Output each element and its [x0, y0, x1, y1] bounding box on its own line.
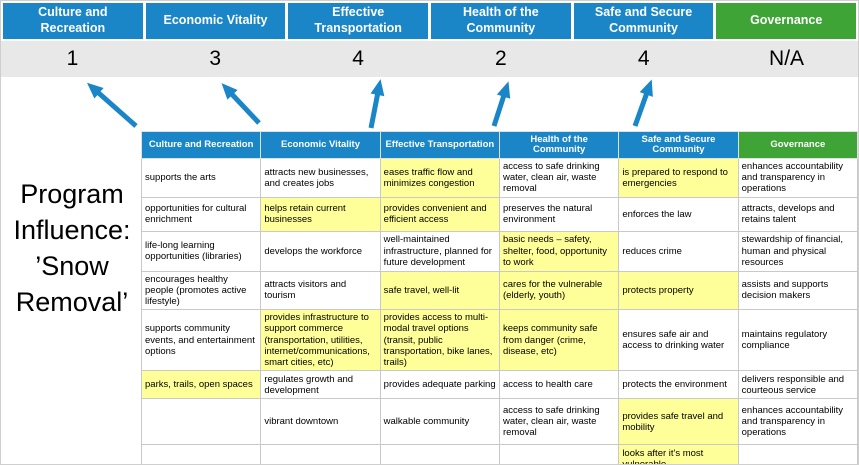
matrix-body: supports the arts attracts new businesses… [140, 158, 858, 464]
matrix-row-2: life-long learning opportunities (librar… [140, 230, 858, 272]
matrix-cell: keeps community safe from danger (crime,… [498, 309, 620, 372]
matrix-cell: looks after it's most vulnerable [618, 444, 739, 464]
pillar-header-2: Effective Transportation [288, 3, 429, 39]
matrix-cell [498, 444, 620, 464]
matrix-row-0: supports the arts attracts new businesses… [140, 158, 858, 198]
matrix-row-4: supports community events, and entertain… [140, 309, 858, 372]
scoreboard-score-row: 1 3 4 2 4 N/A [1, 41, 858, 77]
matrix-cell: preserves the natural environment [498, 196, 620, 232]
influence-arrow [491, 81, 511, 127]
pillar-score-5: N/A [769, 47, 805, 70]
matrix-column-header-2: Effective Transportation [379, 131, 500, 159]
matrix-cell: assists and supports decision makers [737, 270, 858, 311]
matrix-cell: provides convenient and efficient access [379, 196, 500, 232]
matrix-cell: eases traffic flow and minimizes congest… [379, 158, 500, 198]
matrix-cell [140, 444, 262, 464]
matrix-cell: well-maintained infrastructure, planned … [379, 230, 500, 272]
pillar-header-4: Safe and Secure Community [573, 3, 714, 39]
matrix-cell: is prepared to respond to emergencies [618, 158, 739, 198]
matrix-cell [140, 398, 262, 446]
matrix-cell: provides safe travel and mobility [618, 398, 739, 446]
influence-arrow [221, 83, 261, 125]
influence-arrow [632, 79, 653, 127]
matrix-cell: provides infrastructure to support comme… [260, 309, 381, 372]
influence-matrix: Culture and Recreation Economic Vitality E… [140, 131, 858, 464]
matrix-cell: stewardship of financial, human and phys… [737, 230, 858, 272]
matrix-row-3: encourages healthy people (promotes acti… [140, 270, 858, 311]
matrix-row-7: looks after it's most vulnerable [140, 444, 858, 464]
influence-arrows [87, 79, 653, 129]
matrix-cell: provides access to multi-modal travel op… [379, 309, 500, 372]
matrix-cell: reduces crime [618, 230, 739, 272]
matrix-cell: supports the arts [140, 158, 262, 198]
pillar-score-3: 2 [495, 47, 507, 70]
matrix-cell [379, 444, 500, 464]
matrix-cell: enforces the law [618, 196, 739, 232]
matrix-cell: ensures safe air and access to drinking … [618, 309, 739, 372]
matrix-cell: life-long learning opportunities (librar… [140, 230, 262, 272]
matrix-cell: opportunities for cultural enrichment [140, 196, 262, 232]
matrix-cell: supports community events, and entertain… [140, 309, 262, 372]
matrix-cell: enhances accountability and transparency… [737, 158, 858, 198]
pillar-header-0: Culture and Recreation [3, 3, 143, 39]
matrix-cell: maintains regulatory compliance [737, 309, 858, 372]
matrix-cell: access to safe drinking water, clean air… [498, 398, 620, 446]
matrix-column-header-5: Governance [737, 131, 858, 159]
matrix-cell: regulates growth and development [260, 370, 381, 400]
matrix-cell [260, 444, 381, 464]
pillar-header-5: Governance [716, 3, 857, 39]
influence-arrow [87, 82, 138, 128]
matrix-cell: attracts, develops and retains talent [737, 196, 858, 232]
influence-arrow [368, 79, 385, 129]
matrix-cell: protects the environment [618, 370, 739, 400]
matrix-cell: enhances accountability and transparency… [737, 398, 858, 446]
matrix-cell: protects property [618, 270, 739, 311]
matrix-cell: vibrant downtown [260, 398, 381, 446]
matrix-cell: access to health care [498, 370, 620, 400]
matrix-cell: delivers responsible and courteous servi… [737, 370, 858, 400]
matrix-header-row: Culture and Recreation Economic Vitality E… [140, 131, 858, 159]
pillar-score-2: 4 [352, 47, 364, 70]
matrix-column-header-3: Health of the Community [498, 131, 620, 159]
matrix-cell: provides adequate parking [379, 370, 500, 400]
pillar-score-4: 4 [637, 47, 650, 70]
pillar-header-3: Health of the Community [431, 3, 571, 39]
matrix-column-header-4: Safe and Secure Community [618, 131, 739, 159]
program-influence-label: Program Influence: ’Snow Removal’ [13, 179, 131, 317]
matrix-row-1: opportunities for cultural enrichment hel… [140, 196, 858, 232]
matrix-cell: attracts visitors and tourism [260, 270, 381, 311]
matrix-cell: safe travel, well-lit [379, 270, 500, 311]
pillar-score-1: 3 [209, 47, 222, 70]
matrix-cell: walkable community [379, 398, 500, 446]
pillar-header-1: Economic Vitality [145, 3, 286, 39]
matrix-cell: access to safe drinking water, clean air… [498, 158, 620, 198]
matrix-cell: helps retain current businesses [260, 196, 381, 232]
matrix-cell: basic needs – safety, shelter, food, opp… [498, 230, 620, 272]
matrix-cell: encourages healthy people (promotes acti… [140, 270, 262, 311]
matrix-column-header-1: Economic Vitality [260, 131, 381, 159]
matrix-cell: cares for the vulnerable (elderly, youth… [498, 270, 620, 311]
matrix-row-6: vibrant downtown walkable community access… [140, 398, 858, 446]
matrix-cell: parks, trails, open spaces [140, 370, 262, 400]
matrix-cell [737, 444, 858, 464]
pillar-score-0: 1 [66, 47, 79, 70]
matrix-row-5: parks, trails, open spaces regulates grow… [140, 370, 858, 400]
matrix-cell: develops the workforce [260, 230, 381, 272]
scoreboard-label-row: Culture and Recreation Economic Vitality E… [3, 3, 857, 39]
matrix-column-header-0: Culture and Recreation [140, 131, 262, 159]
matrix-cell: attracts new businesses, and creates job… [260, 158, 381, 198]
